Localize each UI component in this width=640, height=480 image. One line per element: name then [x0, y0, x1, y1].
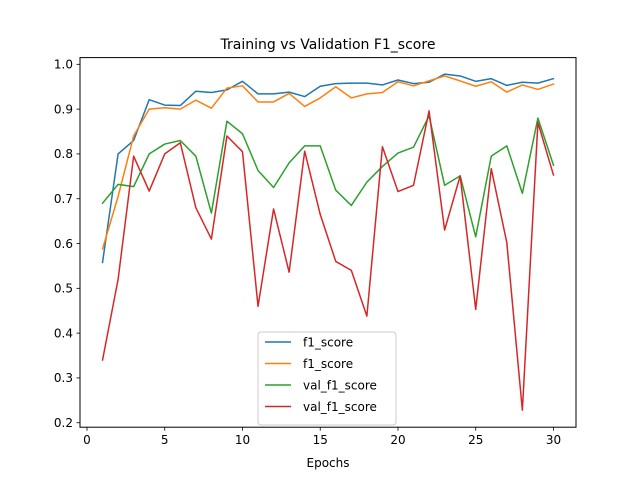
x-axis-label: Epochs [307, 456, 350, 470]
x-tick-label: 25 [468, 433, 483, 447]
y-tick-label: 0.5 [54, 282, 73, 296]
legend-label-1: f1_score [303, 336, 353, 350]
y-tick-label: 1.0 [54, 58, 73, 72]
legend-label-2: f1_score [303, 357, 353, 371]
y-tick-label: 0.2 [54, 416, 73, 430]
legend-box [257, 331, 397, 426]
legend: f1_score f1_score val_f1_score val_f1_score [257, 331, 397, 426]
y-tick-label: 0.6 [54, 237, 73, 251]
plot-frame [79, 57, 577, 428]
series-line-4 [101, 110, 555, 411]
chart-title: Training vs Validation F1_score [220, 37, 436, 53]
legend-label-3: val_f1_score [303, 379, 377, 393]
x-tick-label: 30 [546, 433, 561, 447]
y-axis-ticks: 0.2 0.3 0.4 0.5 0.6 0.7 0.8 0.9 1.0 [54, 58, 80, 430]
y-tick-label: 0.7 [54, 192, 73, 206]
y-tick-label: 0.8 [54, 147, 73, 161]
x-tick-label: 0 [83, 433, 91, 447]
y-tick-label: 0.4 [54, 326, 73, 340]
plot-lines [101, 73, 555, 411]
x-tick-label: 15 [313, 433, 328, 447]
legend-label-4: val_f1_score [303, 400, 377, 414]
x-tick-label: 10 [235, 433, 250, 447]
x-tick-label: 5 [161, 433, 169, 447]
y-tick-label: 0.9 [54, 102, 73, 116]
y-tick-label: 0.3 [54, 371, 73, 385]
series-line-2 [101, 75, 555, 250]
series-line-3 [101, 115, 555, 238]
series-line-1 [101, 73, 555, 264]
x-axis-ticks: 0 5 10 15 20 25 30 [83, 427, 561, 447]
x-tick-label: 20 [390, 433, 405, 447]
